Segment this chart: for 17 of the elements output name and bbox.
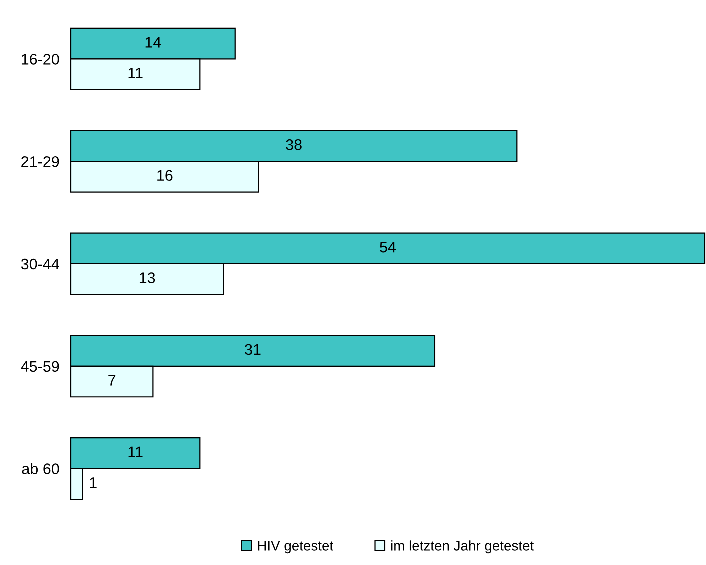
data-label: 11 (128, 446, 143, 458)
y-tick-label: 30-44 (21, 258, 60, 270)
data-label: 1 (90, 478, 97, 488)
data-label: 31 (245, 344, 261, 356)
data-label: 11 (128, 68, 143, 79)
data-label: 7 (108, 375, 116, 386)
data-label: 16 (158, 170, 173, 182)
y-tick-label: 16-20 (22, 54, 60, 65)
data-label: 13 (140, 272, 156, 284)
legend-label: HIV getestet (258, 541, 334, 554)
data-label: 38 (286, 140, 302, 150)
data-label: 54 (380, 242, 396, 253)
data-label: 14 (146, 37, 162, 48)
y-tick-label: ab 60 (22, 463, 60, 474)
y-tick-label: 45-59 (21, 361, 60, 372)
y-tick-label: 21-29 (22, 156, 60, 168)
legend-label: im letzten Jahr getestet (391, 540, 534, 554)
